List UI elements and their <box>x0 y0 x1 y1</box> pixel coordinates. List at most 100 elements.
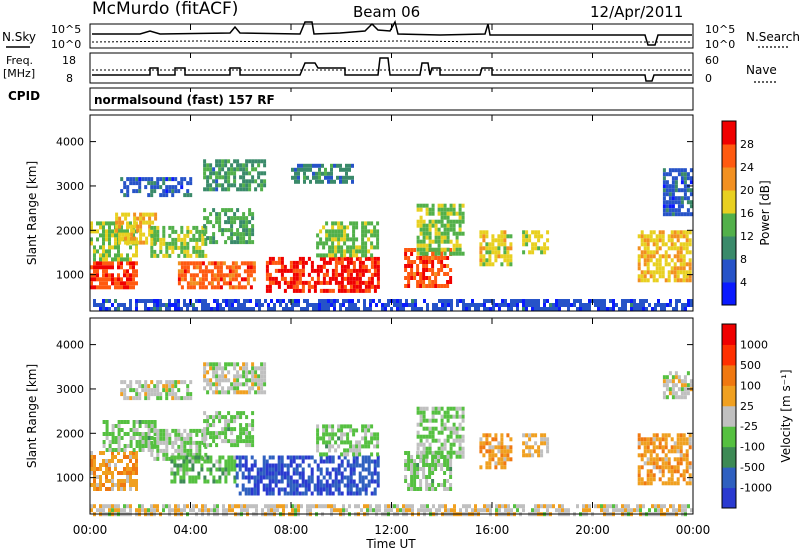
power-cell <box>195 249 199 254</box>
power-cell <box>668 192 672 197</box>
power-cell <box>676 238 680 243</box>
velocity-cell <box>328 440 332 445</box>
velocity-cell <box>227 390 231 395</box>
power-cell <box>346 260 350 265</box>
power-cell <box>280 264 284 269</box>
power-cell <box>336 175 339 180</box>
velocity-cell <box>203 378 207 383</box>
power-cell <box>676 250 680 255</box>
power-cell <box>316 268 320 273</box>
velocity-cell <box>215 459 219 464</box>
velocity-cell <box>138 392 142 397</box>
velocity-cell <box>191 467 195 472</box>
power-cell <box>370 272 374 277</box>
power-cell <box>361 225 365 230</box>
power-cell <box>168 189 172 194</box>
velocity-cell <box>206 370 210 375</box>
velocity-cell <box>262 459 266 464</box>
power-cell <box>331 272 335 277</box>
power-colorbar-label: Power [dB] <box>758 180 772 245</box>
velocity-cell <box>209 435 213 440</box>
power-cell <box>105 273 108 278</box>
power-cell <box>234 273 238 278</box>
velocity-cell <box>283 491 287 496</box>
velocity-cell <box>413 467 417 471</box>
power-cell <box>351 163 354 168</box>
power-cell <box>219 277 223 282</box>
velocity-cell <box>235 483 239 488</box>
velocity-cell <box>212 439 216 444</box>
velocity-cell <box>144 384 148 389</box>
power-cell <box>673 254 677 259</box>
power-cell <box>668 204 672 209</box>
power-cell <box>99 277 102 282</box>
velocity-cell <box>96 467 99 471</box>
velocity-cell <box>218 435 222 440</box>
velocity-cell <box>215 362 219 367</box>
power-cell <box>111 273 114 278</box>
power-cell <box>126 177 130 182</box>
power-cell <box>361 264 365 269</box>
velocity-cell <box>218 463 222 468</box>
power-cell <box>407 284 411 288</box>
velocity-cell <box>171 396 175 401</box>
velocity-cell <box>123 487 126 491</box>
power-cell <box>334 260 338 265</box>
velocity-cell <box>688 473 692 478</box>
power-cell <box>327 307 330 311</box>
power-cell <box>111 261 114 266</box>
power-cell <box>346 288 350 293</box>
power-cell <box>174 229 178 234</box>
velocity-cell <box>174 396 178 401</box>
power-cell <box>120 189 124 194</box>
power-cell <box>327 171 330 176</box>
velocity-cell <box>301 459 305 464</box>
power-cell <box>254 187 258 192</box>
velocity-cell <box>349 428 353 433</box>
nsky-tick-top: 10^5 <box>51 23 81 36</box>
velocity-cell <box>485 465 489 470</box>
velocity-cell <box>534 508 537 513</box>
velocity-cell <box>416 442 420 447</box>
power-cell <box>446 264 450 268</box>
velocity-cell <box>260 390 264 395</box>
velocity-cell <box>446 467 450 471</box>
velocity-cell <box>649 449 653 454</box>
velocity-cell <box>165 428 169 433</box>
velocity-cell <box>283 463 287 468</box>
power-cell <box>237 303 240 307</box>
power-cell <box>579 303 582 307</box>
power-cell <box>334 276 338 281</box>
velocity-cell <box>322 424 326 429</box>
power-cell <box>419 243 423 248</box>
power-cell <box>680 212 684 217</box>
power-cell <box>449 239 453 244</box>
power-cell <box>558 299 561 303</box>
velocity-cell <box>506 433 510 438</box>
velocity-cell <box>688 477 692 482</box>
power-cell <box>121 236 125 241</box>
power-cell <box>274 280 278 285</box>
velocity-cell <box>301 467 305 472</box>
velocity-cell <box>674 371 678 376</box>
velocity-cell <box>102 483 105 487</box>
power-cell <box>218 175 222 180</box>
power-cell <box>352 237 356 242</box>
velocity-cell <box>348 504 351 509</box>
power-cell <box>670 270 674 275</box>
velocity-cell <box>277 467 281 472</box>
power-cell <box>180 241 184 246</box>
power-cell <box>358 249 362 254</box>
power-cell <box>291 299 294 303</box>
velocity-cell <box>432 504 435 509</box>
velocity-cell <box>138 440 142 444</box>
power-cell <box>127 232 131 237</box>
power-cell <box>458 223 462 228</box>
power-cell <box>446 219 450 224</box>
velocity-cell <box>673 441 677 446</box>
velocity-cell <box>201 508 204 513</box>
velocity-cell <box>280 479 284 484</box>
velocity-cell <box>304 479 308 484</box>
velocity-cell <box>431 454 435 459</box>
velocity-cell <box>123 432 127 436</box>
